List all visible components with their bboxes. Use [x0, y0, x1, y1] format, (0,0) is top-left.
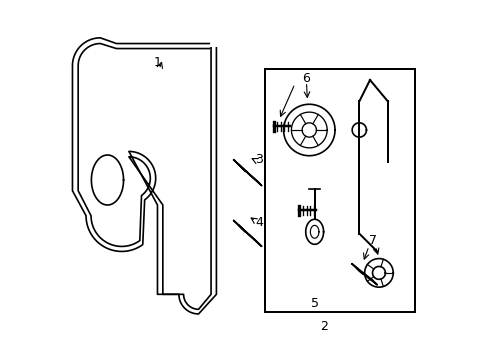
Text: 1: 1	[153, 55, 161, 69]
Text: 5: 5	[311, 297, 319, 310]
Text: 3: 3	[255, 153, 263, 166]
Text: 7: 7	[369, 234, 377, 247]
Bar	[265, 69, 415, 312]
Text: 6: 6	[302, 72, 310, 85]
Text: 2: 2	[319, 320, 327, 333]
Text: 4: 4	[255, 216, 263, 229]
